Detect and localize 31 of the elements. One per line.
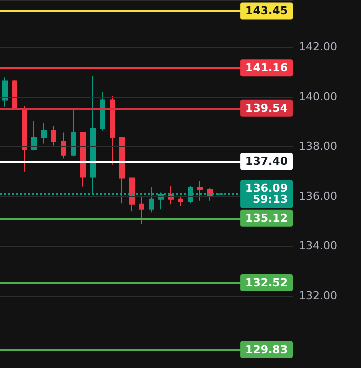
ref-line-label: 143.45 — [246, 4, 288, 18]
y-tick-label: 136.00 — [299, 190, 338, 203]
candlestick — [12, 80, 17, 110]
y-tick-label: 134.00 — [299, 240, 338, 253]
candlestick — [178, 195, 183, 207]
ref-line-label: 141.16 — [246, 62, 288, 75]
candlestick — [80, 132, 86, 188]
candlestick — [197, 180, 203, 202]
candlestick — [22, 106, 27, 172]
candlestick — [100, 92, 105, 132]
ref-line-label: 135.12 — [246, 212, 288, 225]
ref-line-label: 139.54 — [246, 102, 288, 115]
ref-line-label: 136.09 59:13 — [246, 182, 288, 206]
candlestick — [51, 126, 56, 146]
y-tick-label: 138.00 — [299, 140, 338, 154]
ref-line-label: 132.52 — [246, 276, 288, 290]
candlestick — [168, 185, 174, 206]
candlestick — [2, 77, 8, 108]
candlestick — [129, 178, 135, 212]
candlestick — [31, 120, 37, 152]
candlestick — [71, 110, 76, 158]
candlestick — [110, 96, 115, 166]
candlestick — [139, 196, 144, 225]
candlestick — [61, 132, 66, 160]
y-tick-label: 132.00 — [299, 289, 338, 302]
y-tick-label: 140.00 — [299, 90, 338, 104]
ref-line-label: 137.40 — [246, 155, 288, 168]
candlestick — [119, 137, 125, 204]
candlestick — [41, 122, 47, 144]
ref-line-label: 129.83 — [246, 343, 288, 356]
y-tick-label: 142.00 — [299, 40, 338, 54]
